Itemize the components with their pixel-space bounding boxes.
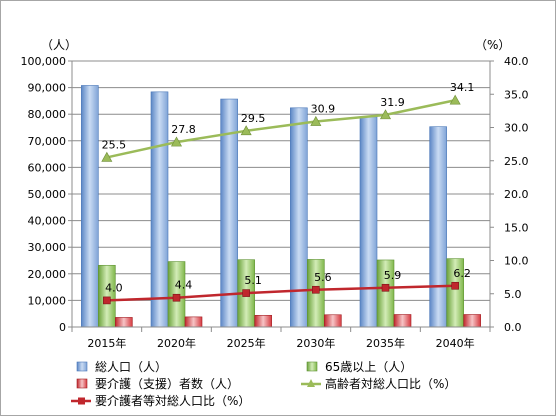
legend-label: 要介護（支援）者数（人） bbox=[95, 376, 239, 391]
data-label: 27.8 bbox=[171, 123, 196, 136]
axes: 0 10,000 20,000 30,000 40,000 50,000 60,000 70,… bbox=[21, 55, 529, 350]
triangle-marker bbox=[449, 94, 461, 105]
legend-swatch bbox=[76, 361, 88, 372]
triangle-marker bbox=[240, 125, 252, 136]
data-label: 5.1 bbox=[244, 274, 262, 287]
bar bbox=[115, 317, 133, 328]
right-tick-label: 25.0 bbox=[504, 155, 529, 168]
x-tick-label: 2035年 bbox=[366, 336, 405, 350]
x-tick-label: 2020年 bbox=[157, 336, 196, 350]
right-tick-label: 35.0 bbox=[504, 88, 529, 101]
legend-label: 65歳以上（人） bbox=[325, 360, 412, 374]
bar bbox=[81, 85, 99, 328]
series-line bbox=[106, 284, 456, 302]
legend-label: 総人口（人） bbox=[95, 360, 167, 374]
left-axis-unit: （人） bbox=[41, 38, 77, 52]
bar bbox=[98, 264, 116, 328]
line-series bbox=[101, 94, 461, 305]
square-marker bbox=[172, 293, 181, 302]
right-tick-label: 40.0 bbox=[504, 55, 529, 68]
right-tick-label: 20.0 bbox=[504, 188, 529, 201]
right-tick-label: 10.0 bbox=[504, 255, 529, 268]
data-label: 29.5 bbox=[241, 112, 266, 125]
data-label: 4.4 bbox=[175, 279, 193, 292]
legend-swatch bbox=[306, 361, 318, 372]
bar bbox=[150, 91, 169, 328]
square-marker bbox=[451, 281, 459, 290]
bar bbox=[184, 316, 203, 328]
left-tick-label: 90,000 bbox=[28, 82, 67, 95]
right-tick-label: 30.0 bbox=[504, 122, 529, 135]
left-tick-label: 60,000 bbox=[28, 161, 67, 174]
data-label: 34.1 bbox=[450, 81, 475, 94]
legend-label: 高齢者対総人口比（%） bbox=[325, 376, 456, 391]
square-marker bbox=[103, 296, 111, 305]
left-tick-label: 100,000 bbox=[21, 55, 67, 68]
right-tick-label: 15.0 bbox=[504, 221, 529, 234]
data-label: 6.2 bbox=[453, 267, 471, 280]
square-marker bbox=[381, 283, 390, 292]
left-tick-label: 40,000 bbox=[28, 215, 67, 228]
left-tick-label: 80,000 bbox=[28, 108, 67, 121]
series-line bbox=[106, 99, 456, 159]
x-tick-label: 2015年 bbox=[87, 336, 126, 350]
legend-square-marker bbox=[78, 397, 85, 405]
bar bbox=[290, 107, 308, 328]
data-label: 5.6 bbox=[314, 271, 332, 284]
bar bbox=[254, 314, 272, 328]
data-label: 31.9 bbox=[380, 96, 405, 109]
triangle-marker bbox=[170, 136, 183, 147]
left-tick-label: 50,000 bbox=[28, 188, 67, 201]
bar bbox=[393, 314, 412, 328]
data-label: 5.9 bbox=[384, 269, 402, 282]
left-tick-label: 20,000 bbox=[28, 268, 67, 281]
x-tick-label: 2030年 bbox=[296, 336, 335, 350]
legend-label: 要介護者等対総人口比（%） bbox=[95, 393, 250, 408]
left-tick-label: 70,000 bbox=[28, 135, 67, 148]
legend-triangle-marker bbox=[307, 379, 315, 387]
bar bbox=[359, 116, 378, 328]
data-labels: 25.5 27.8 29.5 30.9 31.9 34.1 4.0 4.4 5.1 5.6 5.9 6… bbox=[102, 81, 475, 294]
gridlines bbox=[72, 60, 490, 328]
bar bbox=[463, 314, 481, 328]
bar bbox=[429, 126, 447, 328]
square-marker bbox=[242, 289, 250, 297]
right-tick-label: 0.0 bbox=[504, 321, 522, 334]
triangle-marker bbox=[379, 109, 392, 120]
triangle-marker bbox=[310, 115, 322, 126]
bar bbox=[324, 314, 342, 328]
data-label: 25.5 bbox=[102, 138, 127, 151]
x-tick-label: 2025年 bbox=[227, 336, 266, 350]
square-marker bbox=[312, 285, 320, 294]
triangle-marker bbox=[101, 151, 113, 162]
left-tick-label: 0 bbox=[59, 321, 66, 334]
left-tick-label: 10,000 bbox=[28, 294, 67, 307]
right-axis-unit: （%） bbox=[475, 38, 510, 52]
left-tick-label: 30,000 bbox=[28, 241, 67, 254]
legend-swatch bbox=[76, 378, 88, 389]
x-tick-label: 2040年 bbox=[436, 336, 475, 350]
legend: 総人口（人） 65歳以上（人） 要介護（支援）者数（人） 高齢者対総人口比（%） 要介護… bbox=[71, 360, 456, 408]
right-tick-label: 5.0 bbox=[504, 288, 522, 301]
data-label: 30.9 bbox=[311, 103, 336, 116]
data-label: 4.0 bbox=[105, 281, 123, 294]
